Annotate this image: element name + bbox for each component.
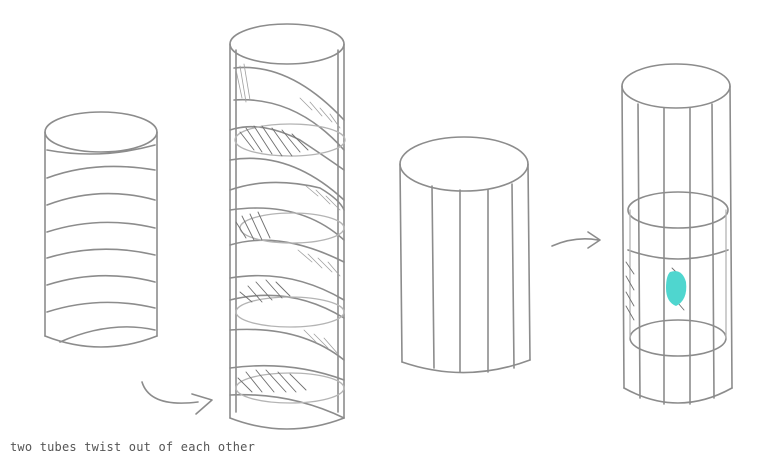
twisted-tube — [229, 23, 346, 430]
twist-hatching — [235, 63, 341, 393]
caged-tube — [621, 63, 733, 405]
teal-highlight — [666, 271, 687, 306]
arrow-left-to-twist — [141, 381, 213, 415]
arrow-to-cage — [551, 231, 601, 249]
striped-tube — [44, 111, 158, 348]
caption-text: two tubes twist out of each other — [10, 440, 256, 454]
vertical-tube — [399, 136, 531, 374]
diagonal-stripes — [46, 144, 156, 343]
